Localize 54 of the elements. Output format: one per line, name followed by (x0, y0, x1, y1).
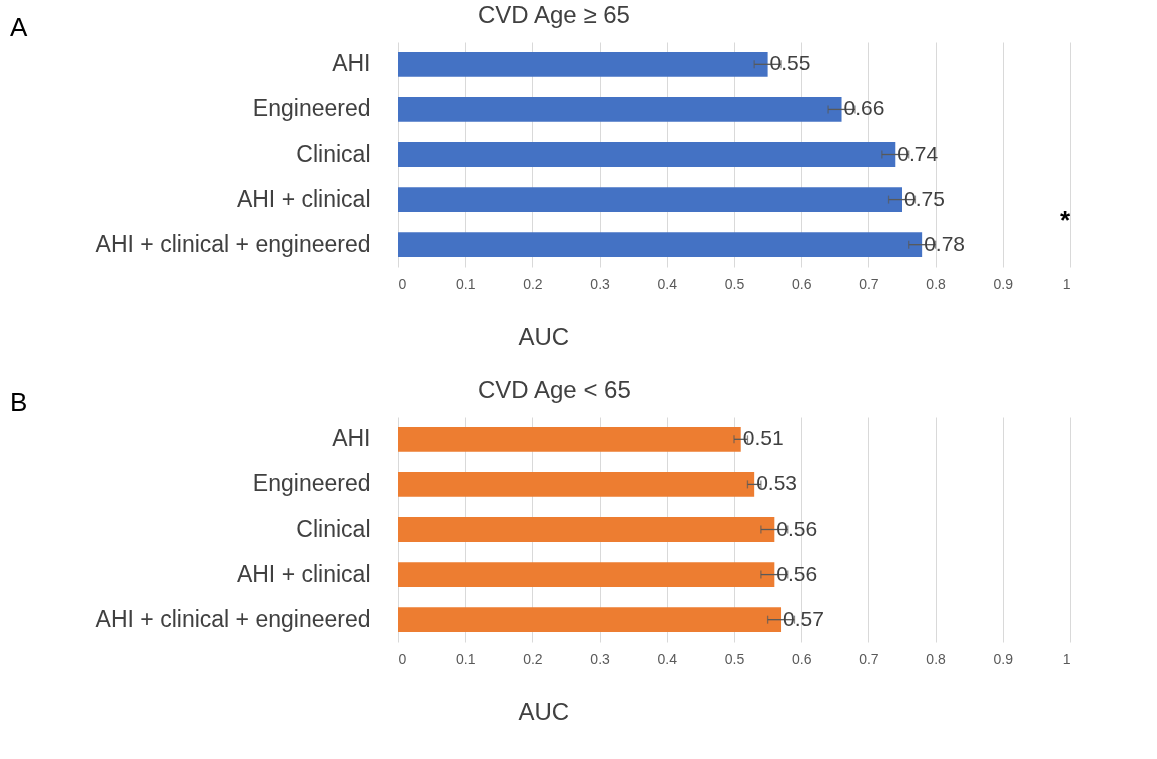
data-label: 0.56 (776, 516, 818, 540)
x-tick-label: 1 (1062, 275, 1071, 292)
x-tick-label: 0.1 (455, 650, 476, 667)
data-label: 0.57 (783, 606, 824, 630)
y-tick-label: AHI + clinical + engineered (95, 230, 371, 257)
x-tick-label: 0.7 (859, 275, 879, 292)
y-tick-label: AHI + clinical (236, 560, 371, 587)
y-tick-label: AHI (332, 425, 371, 452)
y-tick-label: Engineered (252, 470, 371, 497)
data-label: 0.53 (756, 471, 798, 495)
x-tick-label: 0.2 (523, 650, 543, 667)
x-tick-label: 0.4 (657, 275, 678, 292)
x-tick-label: 0.5 (724, 650, 745, 667)
bar (398, 51, 768, 77)
x-tick-label: 0 (398, 650, 407, 667)
x-tick-label: 0.9 (993, 650, 1014, 667)
y-tick-label: Engineered (252, 95, 371, 122)
x-tick-label: 0.5 (724, 275, 745, 292)
x-tick-label: 0.9 (993, 275, 1014, 292)
x-tick-label: 0.7 (859, 650, 879, 667)
data-label: 0.51 (742, 426, 784, 450)
x-axis-title: AUC (518, 697, 570, 725)
x-tick-label: 0.1 (455, 275, 476, 292)
x-tick-label: 0.6 (791, 650, 812, 667)
y-tick-label: Clinical (296, 515, 371, 542)
y-tick-label: AHI + clinical (236, 185, 371, 212)
x-tick-label: 0.8 (926, 275, 947, 292)
bar (398, 232, 923, 258)
x-tick-label: 0.3 (590, 650, 611, 667)
x-tick-label: 0 (398, 275, 407, 292)
data-label: 0.66 (843, 96, 885, 120)
bar (398, 187, 902, 212)
x-tick-label: 0.4 (657, 650, 678, 667)
data-label: 0.56 (776, 561, 818, 585)
x-tick-label: 0.2 (523, 275, 543, 292)
text: B (10, 387, 28, 418)
data-label: 0.55 (769, 51, 811, 75)
bar (398, 142, 896, 167)
text: A (10, 12, 28, 43)
x-tick-label: 0.6 (791, 275, 812, 292)
data-label: 0.74 (897, 141, 939, 165)
chart-title: CVD Age < 65 (478, 376, 631, 403)
bar (398, 97, 842, 122)
data-label: 0.78 (924, 231, 966, 255)
y-tick-label: Clinical (296, 140, 371, 167)
y-tick-label: AHI + clinical + engineered (95, 605, 371, 632)
x-tick-label: 0.8 (926, 650, 947, 667)
y-tick-label: AHI (332, 50, 371, 77)
data-label: 0.75 (904, 186, 945, 210)
annotation: * (1060, 205, 1071, 236)
x-axis-title: AUC (518, 322, 570, 350)
x-tick-label: 1 (1062, 650, 1071, 667)
x-tick-label: 0.3 (590, 275, 611, 292)
chart-title: CVD Age ≥ 65 (478, 1, 630, 28)
